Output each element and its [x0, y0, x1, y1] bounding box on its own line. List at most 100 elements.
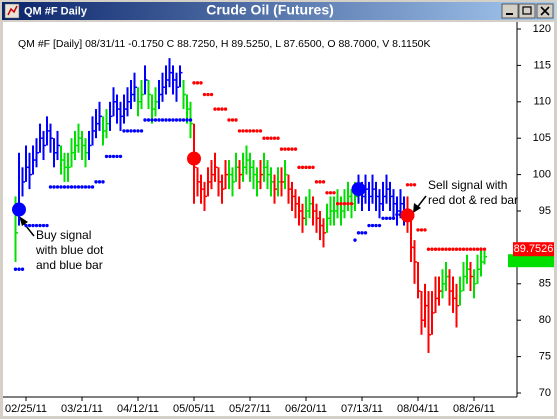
y-tick-label: 80 — [539, 314, 551, 326]
x-tick-label: 08/04/11 — [397, 403, 439, 415]
x-tick-label: 08/26/11 — [453, 403, 495, 415]
stop-dot — [391, 216, 396, 220]
x-tick-label: 05/27/11 — [229, 403, 271, 415]
stop-dot — [185, 118, 189, 122]
stop-dot — [139, 129, 144, 133]
stop-dot — [311, 165, 315, 170]
stop-dot — [370, 223, 375, 228]
stop-dot — [381, 216, 385, 220]
stop-dot — [377, 223, 382, 228]
stop-dot — [227, 118, 231, 122]
last-value-label: 89.7526 — [514, 243, 554, 255]
stop-dot — [269, 136, 273, 140]
stop-dot — [34, 223, 39, 228]
annotation: and blue bar — [36, 258, 103, 272]
stop-dot — [41, 223, 46, 228]
stop-dot — [164, 118, 168, 122]
stop-dot — [192, 81, 196, 85]
stop-dot — [244, 129, 249, 133]
stop-dot — [59, 185, 63, 189]
stop-dot — [202, 92, 207, 97]
stop-dot — [314, 180, 319, 184]
stop-dot — [143, 118, 147, 122]
stop-dot — [412, 183, 417, 187]
stop-dot — [367, 223, 371, 228]
stop-dot — [38, 223, 42, 228]
stop-dot — [458, 247, 462, 251]
stop-dot — [360, 231, 364, 235]
stop-dot — [136, 129, 140, 133]
stop-dot — [125, 129, 130, 133]
stop-dot — [461, 247, 466, 251]
stop-dot — [286, 147, 291, 151]
stop-dot — [374, 223, 378, 228]
stop-dot — [27, 223, 32, 228]
stop-dot — [150, 118, 154, 122]
x-tick-label: 06/20/11 — [285, 403, 327, 415]
stop-dot — [349, 202, 354, 206]
stop-dot — [17, 267, 21, 271]
x-tick-label: 03/21/11 — [61, 403, 103, 415]
close-glyph — [540, 6, 550, 16]
sell-arrow — [413, 195, 427, 213]
stop-dot — [24, 223, 28, 228]
stop-dot — [115, 154, 119, 159]
stop-dot — [104, 154, 109, 159]
stop-dot — [52, 185, 56, 189]
last-value-box — [513, 242, 554, 257]
stop-dot — [80, 185, 84, 189]
stop-dot — [304, 165, 308, 170]
stop-dot — [160, 118, 165, 122]
stop-dot — [265, 136, 270, 140]
stop-dot — [118, 154, 123, 159]
icon-graph — [7, 5, 18, 16]
stop-dot — [62, 185, 67, 189]
stop-dot — [101, 180, 105, 184]
signal-dot — [187, 151, 201, 166]
stop-dot — [87, 185, 91, 189]
stop-dot — [97, 180, 102, 184]
stop-dot — [181, 118, 186, 122]
stop-dot — [258, 129, 263, 133]
stop-dot — [230, 118, 235, 122]
stop-dot — [241, 129, 245, 133]
stop-dot — [20, 267, 25, 271]
stop-dot — [255, 129, 259, 133]
y-tick-label: 85 — [539, 278, 551, 290]
stop-dot — [262, 136, 266, 140]
signal-dot — [400, 208, 415, 223]
stop-dot — [157, 118, 161, 122]
stop-dot — [272, 136, 277, 140]
stop-dot — [76, 185, 81, 189]
chart-title: Crude Oil (Futures) — [206, 2, 334, 18]
stop-dot — [363, 231, 368, 235]
stop-dot — [13, 267, 18, 271]
stop-dot — [132, 129, 137, 133]
stop-dot — [447, 247, 452, 251]
stop-dot — [430, 247, 434, 251]
stop-dot — [444, 247, 448, 251]
stop-dot — [178, 118, 182, 122]
last-close-box — [508, 254, 554, 268]
stop-dot — [234, 118, 238, 122]
x-tick-label: 05/05/11 — [173, 403, 215, 415]
stop-dot — [111, 154, 116, 159]
y-tick-label: 110 — [533, 96, 551, 108]
maximize-button[interactable] — [518, 3, 536, 19]
stop-dot — [318, 180, 322, 184]
stop-dot — [83, 185, 88, 189]
window-buttons — [501, 3, 554, 19]
chart-area — [3, 22, 554, 416]
stop-dot — [475, 247, 480, 251]
stop-dot — [356, 231, 361, 235]
stop-dot — [279, 147, 284, 151]
minimize-button[interactable] — [501, 3, 519, 19]
y-tick-label: 120 — [533, 23, 551, 35]
stop-dot — [472, 247, 476, 251]
stop-dot — [146, 118, 151, 122]
x-tick-label: 02/25/11 — [5, 403, 47, 415]
stop-dot — [465, 247, 469, 251]
stop-dot — [248, 129, 252, 133]
stop-dot — [174, 118, 179, 122]
